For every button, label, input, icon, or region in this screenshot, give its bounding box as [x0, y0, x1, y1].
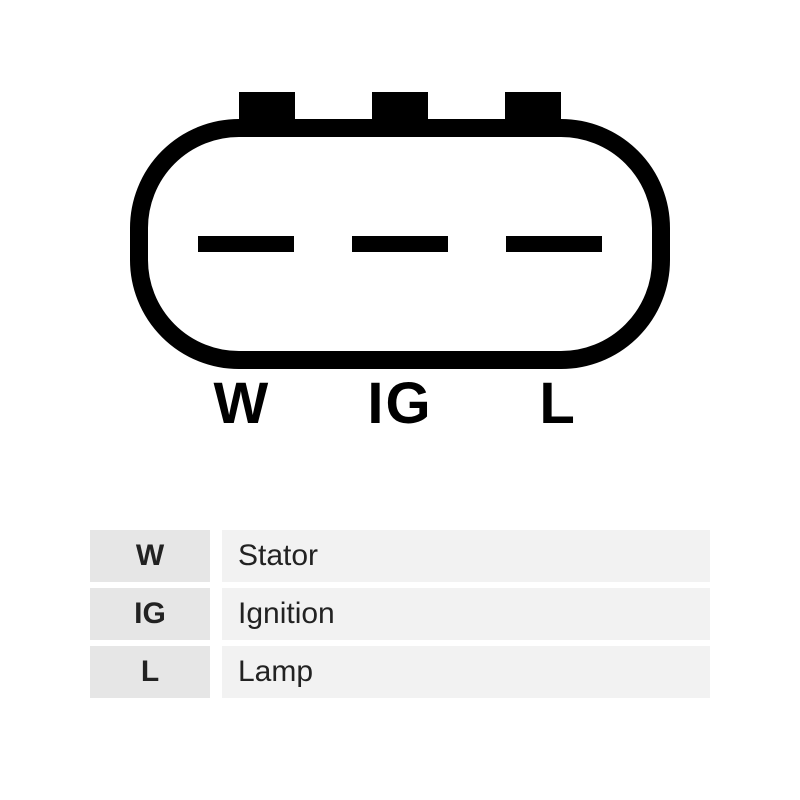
pin-label-ig: IG — [330, 370, 470, 437]
legend-row: W Stator — [90, 530, 710, 582]
legend-desc: Lamp — [222, 646, 710, 698]
legend-table: W Stator IG Ignition L Lamp — [90, 530, 710, 704]
legend-code: IG — [90, 588, 210, 640]
connector-svg — [0, 50, 800, 410]
pin-label-l: L — [488, 370, 628, 437]
legend-desc: Ignition — [222, 588, 710, 640]
pin-labels-row: W IG L — [0, 370, 800, 437]
legend-row: IG Ignition — [90, 588, 710, 640]
connector-slots — [198, 236, 602, 252]
legend-desc: Stator — [222, 530, 710, 582]
legend-row: L Lamp — [90, 646, 710, 698]
legend-code: L — [90, 646, 210, 698]
legend-code: W — [90, 530, 210, 582]
pin-label-w: W — [172, 370, 312, 437]
